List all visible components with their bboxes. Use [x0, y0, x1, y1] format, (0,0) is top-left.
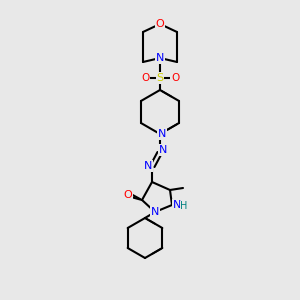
- Text: N: N: [158, 129, 166, 139]
- Text: O: O: [124, 190, 132, 200]
- Text: N: N: [156, 53, 164, 63]
- Text: S: S: [156, 73, 164, 83]
- Text: O: O: [141, 73, 149, 83]
- Text: N: N: [159, 145, 167, 155]
- Text: O: O: [171, 73, 179, 83]
- Text: N: N: [151, 207, 159, 217]
- Text: N: N: [173, 200, 181, 210]
- Text: O: O: [156, 19, 164, 29]
- Text: N: N: [144, 161, 152, 171]
- Text: H: H: [180, 201, 188, 211]
